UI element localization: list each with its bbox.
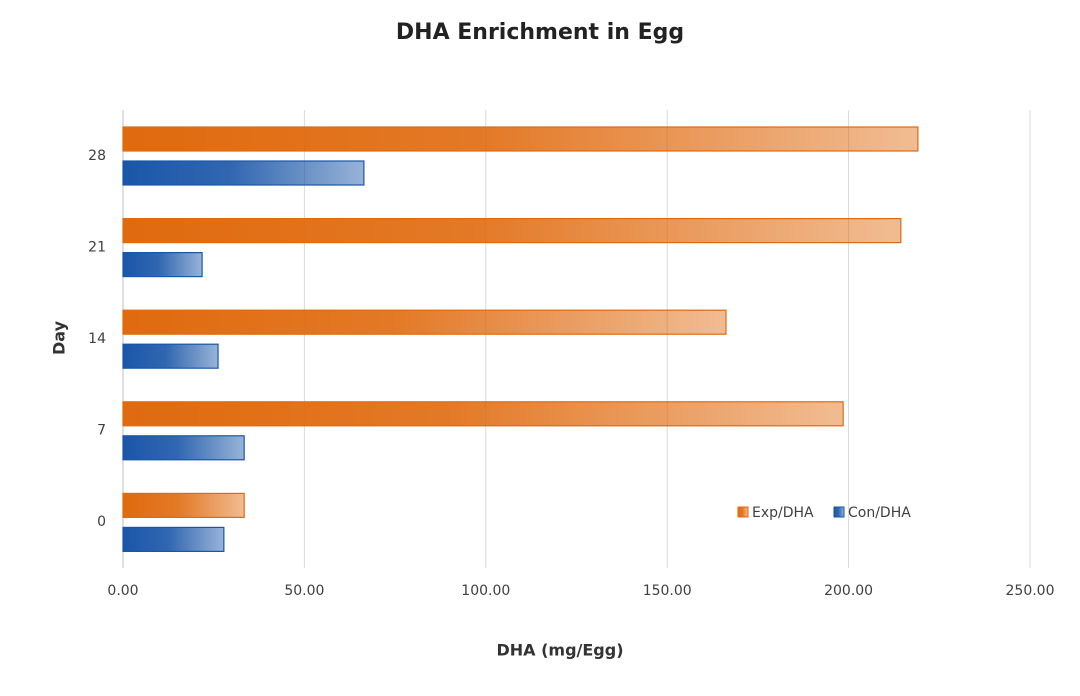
bar	[122, 492, 245, 518]
bar	[122, 126, 919, 152]
x-axis-title: DHA (mg/Egg)	[496, 641, 623, 660]
bar	[122, 252, 203, 278]
bar	[122, 526, 225, 553]
bar	[122, 160, 365, 186]
bar	[122, 309, 727, 335]
bar	[122, 218, 902, 244]
x-tick-label: 250.00	[1006, 583, 1055, 599]
y-tick-label: 21	[88, 239, 106, 255]
x-tick-label: 100.00	[461, 583, 510, 599]
legend-label: Con/DHA	[848, 505, 911, 521]
x-tick-label: 200.00	[824, 583, 873, 599]
x-tick-label: 50.00	[284, 583, 324, 599]
y-tick-label: 0	[97, 514, 106, 530]
legend-swatch	[737, 506, 749, 518]
y-tick-label: 7	[97, 423, 106, 439]
y-axis-title: Day	[50, 320, 69, 355]
bar	[122, 401, 844, 427]
y-tick-label: 14	[88, 331, 106, 347]
legend-label: Exp/DHA	[752, 505, 814, 521]
x-tick-label: 150.00	[643, 583, 692, 599]
bar	[122, 343, 219, 369]
bar	[122, 435, 245, 461]
x-tick-label: 0.00	[107, 583, 138, 599]
y-tick-label: 28	[88, 148, 106, 164]
legend-swatch	[833, 506, 845, 518]
chart-title: DHA Enrichment in Egg	[396, 20, 684, 45]
